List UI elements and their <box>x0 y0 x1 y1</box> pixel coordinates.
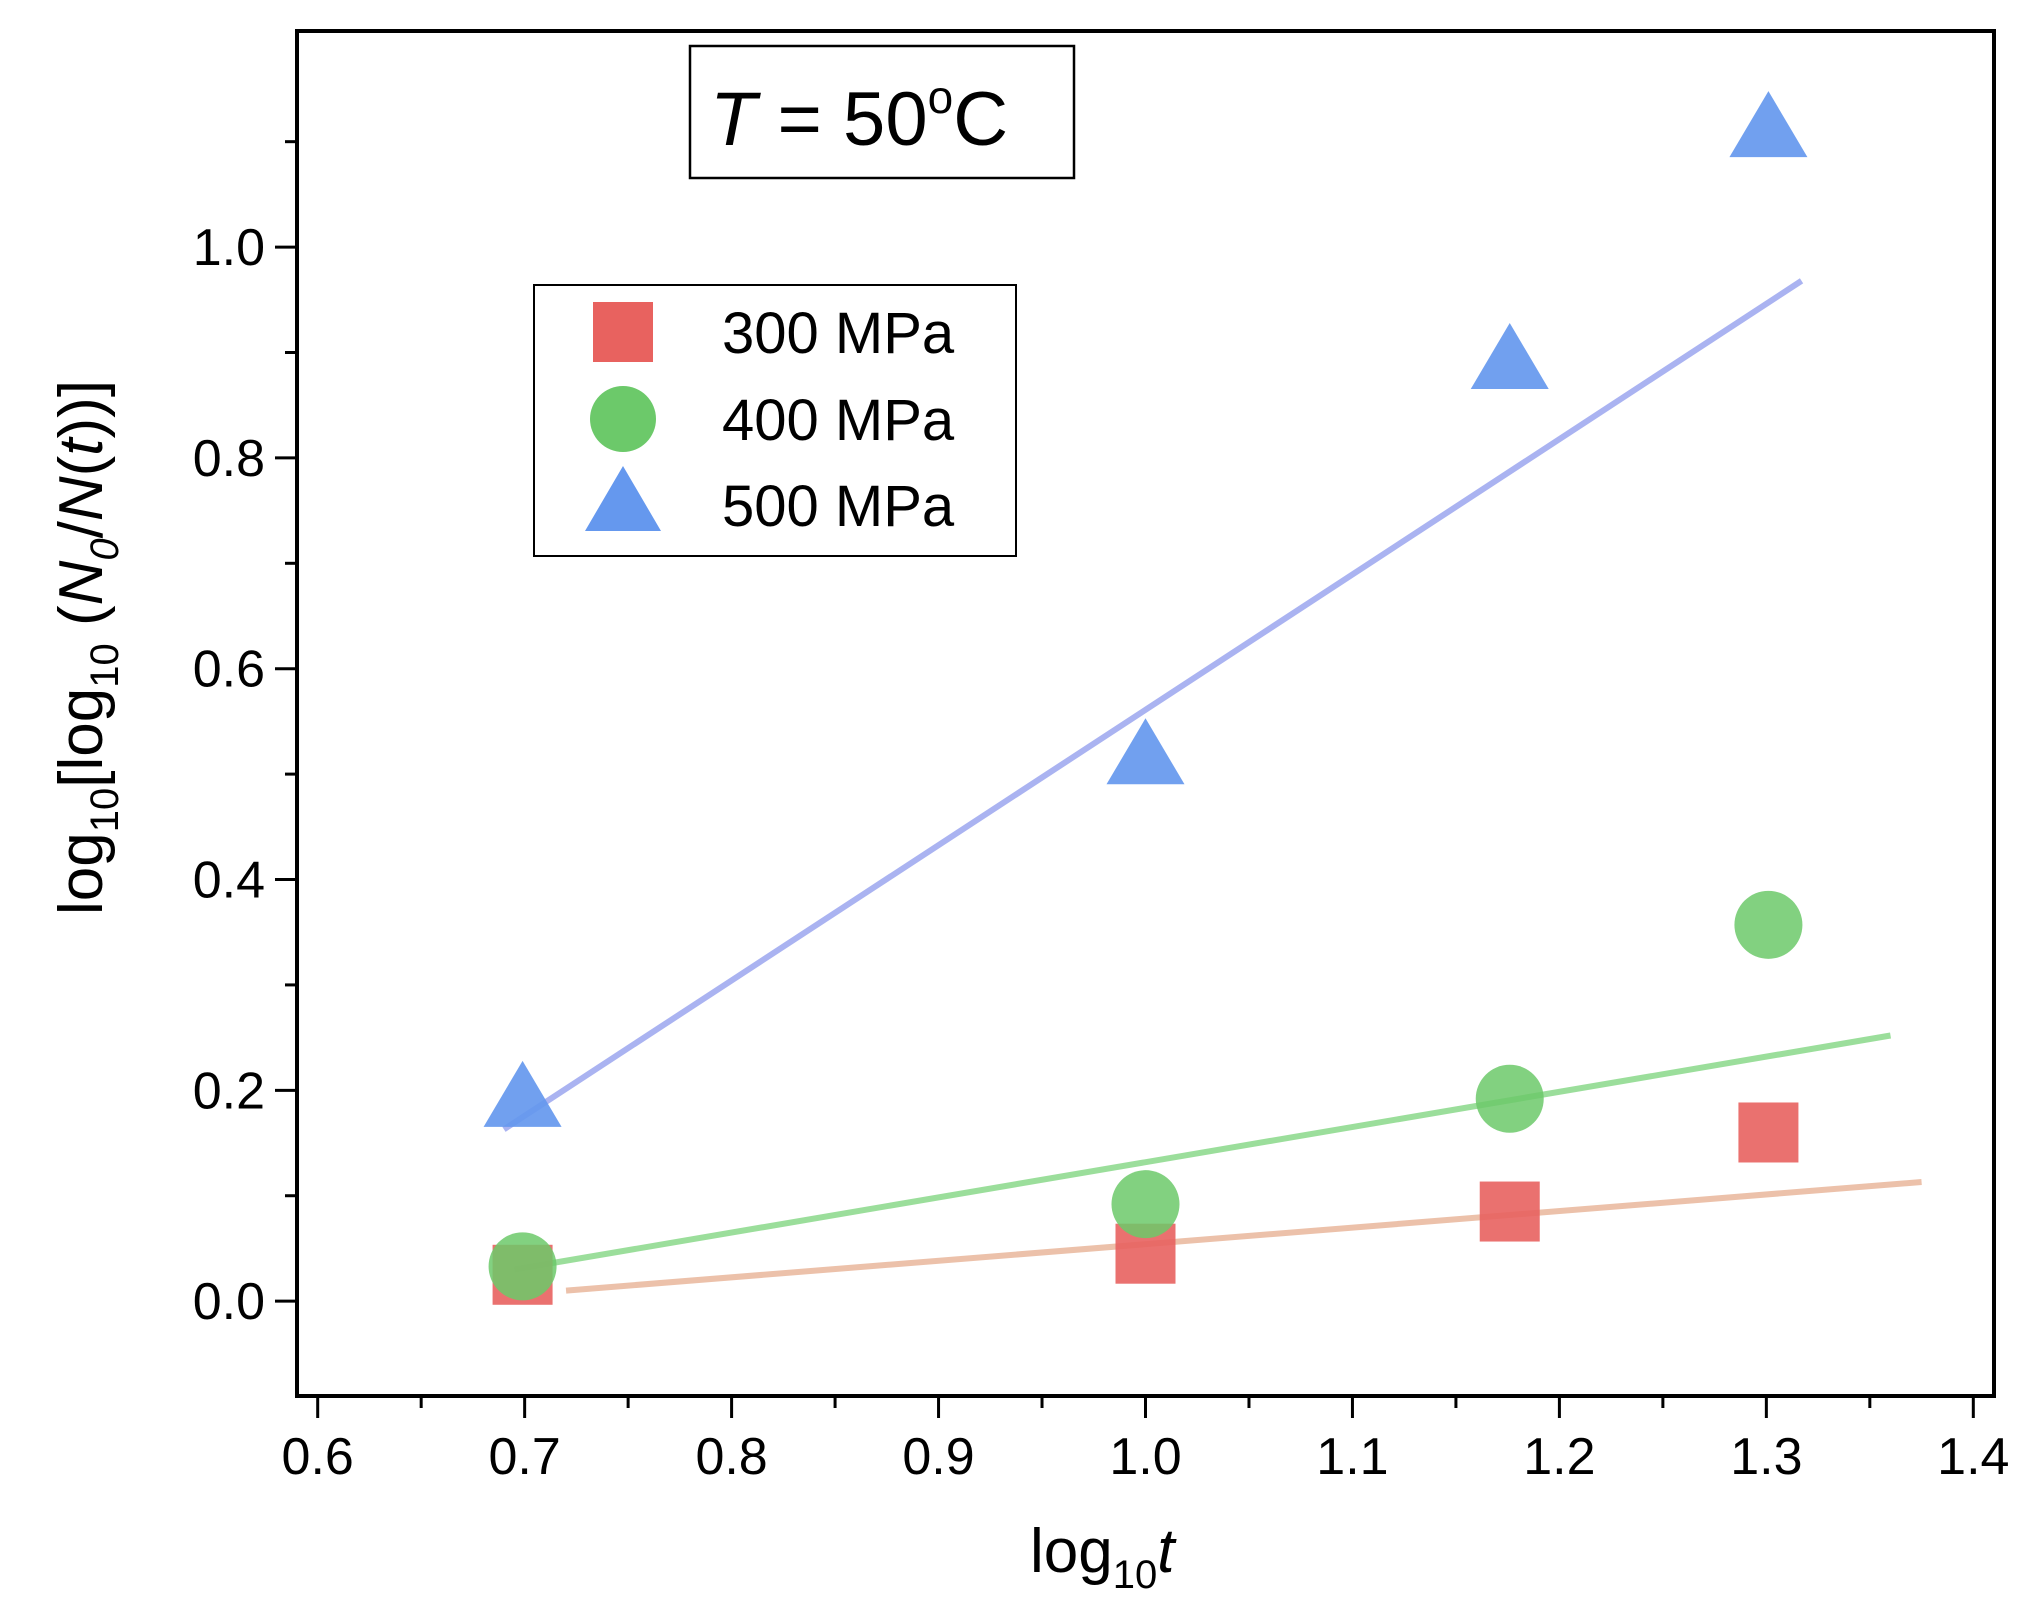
x-tick-label: 1.1 <box>1316 1428 1388 1486</box>
temperature-label: T = 50oC <box>710 71 1008 162</box>
x-tick-label: 0.8 <box>695 1428 767 1486</box>
x-tick-label: 1.0 <box>1109 1428 1181 1486</box>
y-tick-label: 1.0 <box>193 219 265 277</box>
point-400-mpa <box>488 1232 557 1301</box>
temperature-annotation: T = 50oC <box>688 44 1076 180</box>
x-tick-label: 0.9 <box>902 1428 974 1486</box>
legend-label-400: 400 MPa <box>722 388 955 453</box>
x-tick-label: 0.7 <box>488 1428 560 1486</box>
x-tick-labels: 0.6 0.7 0.8 0.9 1.0 1.1 1.2 1.3 1.4 <box>282 1428 2010 1486</box>
x-axis-title: log10t <box>1030 1517 1177 1597</box>
y-tick-label: 0.8 <box>193 430 265 488</box>
legend: 300 MPa 400 MPa 500 MPa <box>533 284 1017 557</box>
legend-marker-300 <box>593 302 653 362</box>
x-tick-label: 1.2 <box>1523 1428 1595 1486</box>
point-400-mpa <box>1111 1170 1180 1239</box>
y-tick-label: 0.0 <box>193 1273 265 1331</box>
legend-marker-500 <box>585 466 661 531</box>
y-tick-label: 0.6 <box>193 641 265 699</box>
point-500-mpa <box>1729 91 1808 158</box>
point-500-mpa <box>1470 323 1549 390</box>
fit-lines <box>502 278 1922 1294</box>
y-tick-label: 0.4 <box>193 852 265 910</box>
legend-label-300: 300 MPa <box>722 301 955 366</box>
point-400-mpa <box>1475 1064 1544 1133</box>
y-tick-label: 0.2 <box>193 1062 265 1120</box>
point-300-mpa <box>1738 1102 1799 1163</box>
point-500-mpa <box>1106 718 1185 785</box>
x-tick-label: 0.6 <box>282 1428 354 1486</box>
fit-line-400-mpa <box>513 1032 1892 1273</box>
y-axis-title: log10[log10 (N0/N(t))] <box>47 380 127 915</box>
point-300-mpa <box>1479 1181 1540 1242</box>
legend-label-500: 500 MPa <box>722 474 955 539</box>
temperature-box <box>688 44 1076 180</box>
x-tick-label: 1.3 <box>1730 1428 1802 1486</box>
tick-marks <box>275 140 1975 1418</box>
x-tick-label: 1.4 <box>1937 1428 2009 1486</box>
fit-line-300-mpa <box>565 1179 1922 1294</box>
point-400-mpa <box>1734 890 1803 959</box>
point-500-mpa <box>483 1060 562 1127</box>
y-tick-labels: 0.0 0.2 0.4 0.6 0.8 1.0 <box>193 219 265 1331</box>
data-points <box>483 91 1808 1305</box>
fit-line-500-mpa <box>502 278 1804 1132</box>
legend-marker-400 <box>590 386 656 452</box>
